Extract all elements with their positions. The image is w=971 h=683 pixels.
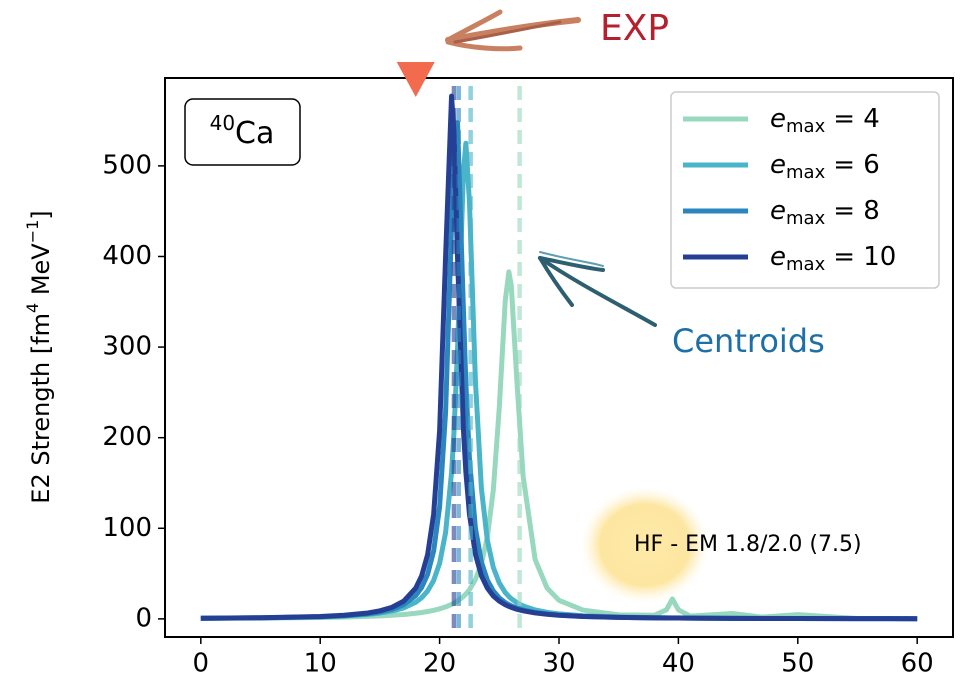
x-tick-label: 30 bbox=[542, 649, 575, 679]
x-tick-label: 0 bbox=[193, 649, 210, 679]
legend-symbol: e bbox=[770, 242, 786, 272]
centroids-arrow bbox=[538, 251, 657, 327]
x-tick-label: 40 bbox=[662, 649, 695, 679]
nucleus-label: 40Ca bbox=[210, 111, 275, 151]
series-line bbox=[200, 93, 918, 622]
legend-label: = 6 bbox=[833, 150, 880, 180]
legend-entry: emax = 6 bbox=[770, 150, 880, 184]
legend-label: = 10 bbox=[833, 242, 896, 272]
legend-entry: emax = 8 bbox=[770, 196, 880, 230]
y-label-part: MeV bbox=[27, 243, 55, 303]
legend-symbol: e bbox=[770, 150, 786, 180]
legend-subscript: max bbox=[786, 208, 826, 229]
y-label-superscript: −1 bbox=[23, 220, 42, 244]
exp-arrow bbox=[445, 9, 581, 52]
exp-marker bbox=[396, 62, 435, 97]
legend-label: = 4 bbox=[833, 104, 880, 134]
legend-entry: emax = 10 bbox=[770, 242, 896, 276]
y-tick-label: 500 bbox=[102, 150, 152, 180]
mass-number: 40 bbox=[210, 111, 235, 135]
legend-symbol: e bbox=[770, 104, 786, 134]
y-tick-label: 100 bbox=[102, 513, 152, 543]
exp-annotation: EXP bbox=[600, 8, 669, 49]
plot-area bbox=[200, 86, 918, 631]
nucleus-box bbox=[184, 98, 301, 166]
label-glow bbox=[581, 487, 709, 603]
y-tick-label: 200 bbox=[102, 422, 152, 452]
legend-subscript: max bbox=[786, 254, 826, 275]
element: Ca bbox=[235, 116, 274, 151]
y-tick-label: 300 bbox=[102, 332, 152, 362]
legend bbox=[670, 91, 940, 289]
legend-entry: emax = 4 bbox=[770, 104, 880, 138]
centroids-annotation: Centroids bbox=[672, 322, 825, 360]
legend-label: = 8 bbox=[833, 196, 880, 226]
y-tick-label: 400 bbox=[102, 241, 152, 271]
method-annotation: HF - EM 1.8/2.0 (7.5) bbox=[634, 532, 862, 557]
x-tick-label: 10 bbox=[304, 649, 337, 679]
legend-subscript: max bbox=[786, 116, 826, 137]
y-axis-label: E2 Strength [fm4 MeV−1] bbox=[23, 210, 56, 503]
x-tick-label: 60 bbox=[901, 649, 934, 679]
y-label-superscript: 4 bbox=[23, 303, 42, 313]
y-tick-label: 0 bbox=[135, 603, 152, 633]
legend-symbol: e bbox=[770, 196, 786, 226]
x-tick-label: 50 bbox=[781, 649, 814, 679]
legend-subscript: max bbox=[786, 162, 826, 183]
y-label-part: ] bbox=[27, 210, 55, 219]
x-tick-label: 20 bbox=[423, 649, 456, 679]
y-label-part: E2 Strength [fm bbox=[27, 313, 55, 504]
